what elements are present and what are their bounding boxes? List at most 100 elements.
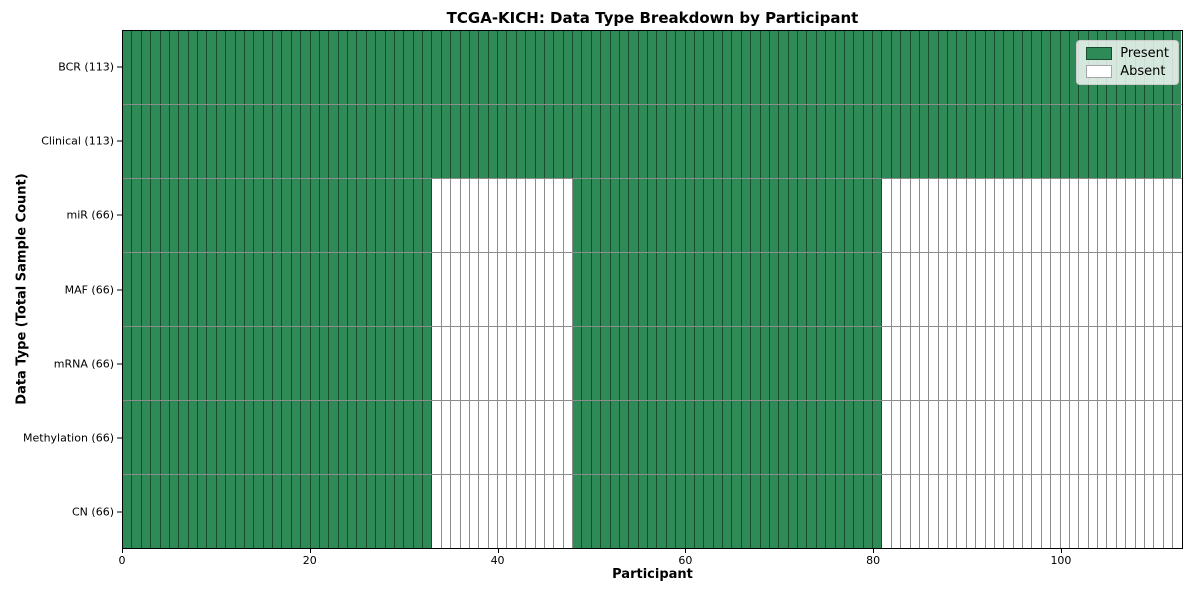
heatmap-cell (235, 253, 245, 326)
heatmap-cell (882, 31, 892, 104)
heatmap-cell (601, 105, 611, 178)
heatmap-cell (638, 31, 648, 104)
heatmap-cell (938, 475, 948, 548)
heatmap-cell (385, 179, 395, 252)
heatmap-cell (1126, 105, 1136, 178)
heatmap-cell (610, 327, 620, 400)
heatmap-cell (1051, 31, 1061, 104)
heatmap-cell (619, 179, 630, 252)
heatmap-cell (966, 31, 977, 104)
heatmap-cell (1023, 475, 1033, 548)
heatmap-cell (451, 179, 461, 252)
heatmap-cell (254, 401, 264, 474)
heatmap-cell (638, 475, 648, 548)
heatmap-cell (985, 179, 995, 252)
heatmap-cell (685, 31, 695, 104)
heatmap-cell (835, 253, 845, 326)
heatmap-cell (1004, 253, 1014, 326)
heatmap-cell (544, 31, 555, 104)
heatmap-cell (488, 475, 498, 548)
heatmap-cell (319, 253, 330, 326)
heatmap-cell (1032, 475, 1042, 548)
heatmap-cell (151, 253, 161, 326)
heatmap-cell (169, 253, 180, 326)
heatmap-cell (451, 253, 461, 326)
heatmap-cell (516, 401, 527, 474)
heatmap-cell (244, 31, 255, 104)
heatmap-cell (554, 105, 564, 178)
heatmap-cell (348, 401, 358, 474)
heatmap-cell (479, 179, 489, 252)
heatmap-cell (760, 475, 770, 548)
heatmap-cell (1154, 401, 1164, 474)
heatmap-cell (291, 31, 302, 104)
heatmap-cell (188, 105, 198, 178)
heatmap-cell (132, 31, 142, 104)
heatmap-cell (535, 401, 545, 474)
heatmap-cell (198, 253, 208, 326)
heatmap-cell (160, 105, 170, 178)
heatmap-cell (901, 401, 911, 474)
heatmap-cell (535, 105, 545, 178)
heatmap-cell (357, 105, 367, 178)
heatmap-cell (1163, 105, 1173, 178)
heatmap-cell (582, 327, 592, 400)
heatmap-cell (357, 31, 367, 104)
heatmap-cell (1051, 475, 1061, 548)
heatmap-cell (432, 105, 442, 178)
heatmap-cell (873, 105, 883, 178)
heatmap-cell (1098, 401, 1108, 474)
heatmap-cell (891, 31, 902, 104)
heatmap-cell (676, 105, 686, 178)
heatmap-cell (1023, 105, 1033, 178)
heatmap-cell (854, 105, 864, 178)
heatmap-cell (507, 401, 517, 474)
heatmap-cell (263, 105, 273, 178)
heatmap-cell (591, 253, 602, 326)
x-axis-ticks: 0 20 40 60 80 100 (119, 549, 1183, 569)
heatmap-cell (460, 475, 470, 548)
heatmap-cell (1107, 105, 1117, 178)
heatmap-cell (404, 475, 414, 548)
heatmap-cell (948, 253, 958, 326)
heatmap-cell (479, 327, 489, 400)
heatmap-cell (901, 327, 911, 400)
chart-title: TCGA-KICH: Data Type Breakdown by Partic… (446, 9, 859, 27)
y-tick-mark (117, 363, 122, 365)
heatmap-cell (976, 179, 986, 252)
heatmap-cell (732, 31, 742, 104)
heatmap-cell (901, 31, 911, 104)
heatmap-cell (723, 475, 733, 548)
heatmap-cell (685, 179, 695, 252)
heatmap-cell (1004, 31, 1014, 104)
heatmap-cell (188, 327, 198, 400)
heatmap-cell (610, 105, 620, 178)
heatmap-cell (310, 327, 320, 400)
heatmap-cell (123, 327, 133, 400)
heatmap-cell (451, 31, 461, 104)
heatmap-cell (910, 31, 920, 104)
heatmap-cell (863, 327, 873, 400)
heatmap-cell (404, 105, 414, 178)
heatmap-cell (732, 401, 742, 474)
heatmap-cell (441, 105, 452, 178)
heatmap-cell (1107, 401, 1117, 474)
heatmap-cell (488, 179, 498, 252)
y-tick-mark (117, 66, 122, 68)
heatmap-cell (179, 253, 189, 326)
heatmap-cell (929, 31, 939, 104)
heatmap-cell (460, 105, 470, 178)
heatmap-cell (732, 105, 742, 178)
heatmap-cell (685, 401, 695, 474)
x-tick-mark (122, 549, 123, 553)
heatmap-cell (160, 327, 170, 400)
heatmap-cell (301, 105, 311, 178)
heatmap-cell (844, 253, 855, 326)
heatmap-cell (291, 475, 302, 548)
heatmap-cell (357, 179, 367, 252)
heatmap-cell (948, 31, 958, 104)
heatmap-cell (1023, 253, 1033, 326)
heatmap-cell (619, 327, 630, 400)
heatmap-cell (151, 105, 161, 178)
heatmap-cell (563, 253, 573, 326)
